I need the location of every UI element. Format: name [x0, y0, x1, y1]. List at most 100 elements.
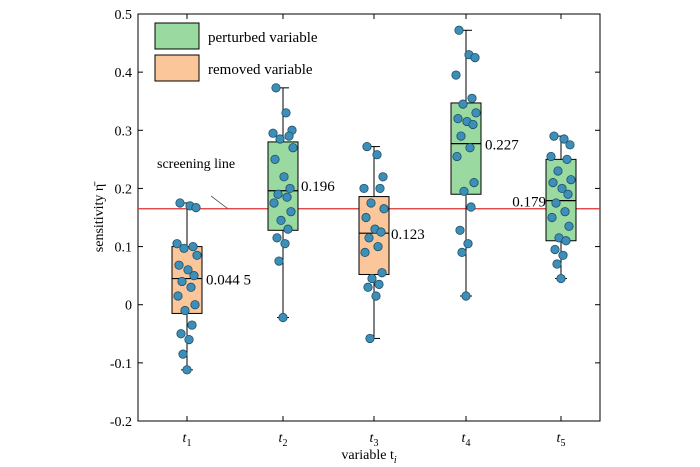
box-group-5: 0.179 — [512, 131, 577, 284]
x-axis-title-sub: i — [394, 455, 397, 466]
data-point — [360, 247, 370, 257]
data-point — [468, 119, 478, 130]
data-point — [184, 334, 194, 345]
data-point — [187, 320, 197, 330]
data-point — [553, 166, 563, 176]
x-axis-title-main: variable t — [341, 448, 394, 463]
data-point — [548, 178, 558, 188]
y-tick-label: 0.5 — [115, 8, 133, 23]
data-point — [455, 225, 465, 235]
x-tick-label: t4 — [462, 431, 471, 449]
data-point — [366, 198, 376, 208]
x-tick-label-sub: 5 — [560, 438, 565, 449]
data-point — [463, 239, 473, 249]
data-point — [190, 300, 200, 310]
data-point — [176, 329, 186, 339]
plot-frame — [137, 13, 601, 422]
data-point — [178, 349, 188, 359]
data-point — [281, 108, 291, 118]
data-point — [552, 259, 562, 269]
data-point — [276, 215, 286, 226]
data-point — [374, 279, 384, 289]
data-point — [470, 53, 480, 63]
data-point — [367, 273, 377, 284]
x-tick-label: t3 — [370, 431, 379, 449]
data-point — [379, 204, 389, 214]
data-point — [285, 183, 295, 194]
data-point — [174, 260, 184, 270]
x-tick-label: t2 — [279, 431, 288, 449]
plot-area-border — [137, 13, 601, 422]
data-point — [270, 154, 280, 164]
y-axis-title-group: sensitivity η̄ — [92, 181, 107, 252]
y-tick-label: 0.1 — [115, 241, 133, 256]
data-point — [283, 224, 293, 234]
data-point — [191, 203, 201, 213]
legend-label-perturbed: perturbed variable — [208, 30, 318, 46]
data-point — [558, 250, 568, 260]
data-point — [378, 172, 388, 182]
data-point — [280, 239, 290, 249]
data-point — [269, 198, 279, 208]
data-point — [284, 131, 294, 141]
data-point — [550, 244, 560, 255]
data-point — [182, 365, 192, 375]
legend: perturbed variable removed variable — [154, 22, 318, 82]
data-point — [466, 202, 476, 212]
x-axis: t1 t2 t3 t4 t5 — [183, 14, 566, 449]
data-point — [469, 178, 479, 188]
data-point — [274, 256, 284, 266]
data-point — [452, 151, 462, 162]
y-tick-label: 0.4 — [115, 66, 133, 81]
data-point — [179, 243, 189, 253]
data-point — [278, 312, 288, 323]
box-group-3: 0.123 — [358, 141, 425, 344]
x-tick-label-base: t — [370, 431, 375, 446]
data-point — [451, 70, 461, 80]
screening-line-pointer — [210, 195, 229, 210]
data-point — [561, 236, 571, 246]
data-point — [268, 128, 278, 138]
data-point — [456, 131, 466, 141]
data-point — [177, 276, 187, 287]
data-point — [175, 198, 185, 208]
x-tick-label-sub: 2 — [282, 438, 287, 449]
box-group-2: 0.196 — [267, 83, 335, 323]
data-point — [183, 265, 193, 275]
data-point — [557, 183, 567, 194]
data-point — [372, 150, 382, 160]
data-point — [373, 241, 383, 252]
data-point — [364, 233, 374, 243]
data-point — [189, 271, 199, 281]
data-point — [565, 140, 575, 150]
x-tick-label-base: t — [279, 431, 284, 446]
x-axis-title-group: variable ti — [341, 448, 396, 466]
data-point — [272, 233, 282, 243]
data-point — [361, 212, 371, 223]
data-point — [564, 221, 574, 231]
median-value-label: 0.123 — [391, 227, 425, 243]
data-point — [454, 25, 464, 35]
x-tick-label: t5 — [557, 431, 566, 449]
y-tick-label: 0.2 — [115, 182, 133, 197]
y-tick-label: 0 — [125, 299, 132, 314]
data-point — [273, 189, 283, 199]
x-tick-label-sub: 4 — [465, 438, 470, 449]
data-point — [562, 154, 572, 164]
x-axis-title: variable ti — [341, 448, 396, 466]
data-point — [371, 291, 381, 301]
data-point — [376, 227, 386, 237]
data-point — [377, 268, 387, 278]
data-point — [180, 305, 190, 316]
median-value-label: 0.196 — [301, 179, 335, 195]
data-point — [362, 141, 372, 152]
data-point — [556, 273, 566, 284]
data-point — [365, 333, 375, 344]
x-tick-label-sub: 1 — [186, 438, 191, 449]
data-point — [471, 108, 481, 118]
y-axis: -0.2 -0.1 0 0.1 0.2 0.3 0.4 0.5 — [110, 8, 600, 430]
data-point — [547, 212, 557, 223]
box-group-1: 0.044 5 — [171, 198, 251, 375]
data-point — [271, 83, 281, 93]
data-point — [551, 198, 561, 208]
